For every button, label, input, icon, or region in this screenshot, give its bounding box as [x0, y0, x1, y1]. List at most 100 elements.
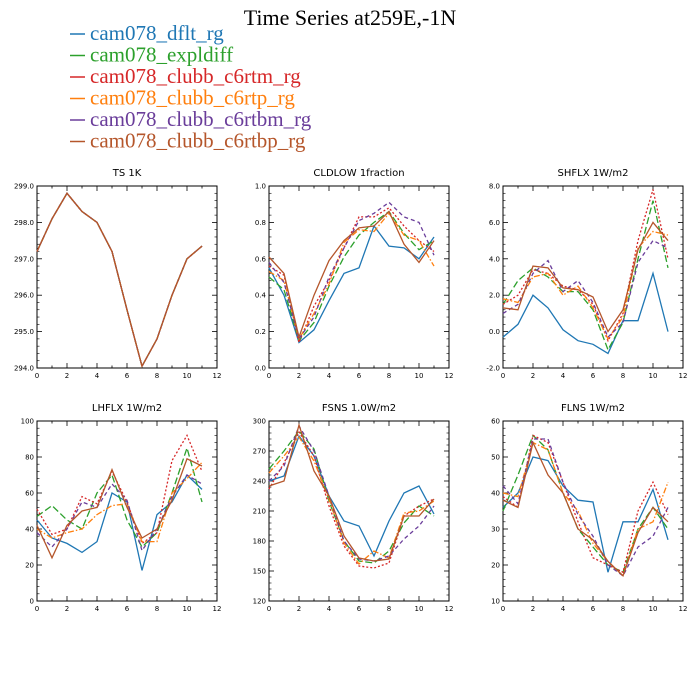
x-tick-label: 0 [35, 372, 39, 380]
x-tick-label: 2 [65, 372, 69, 380]
chart-panels: TS 1K 0 2 4 6 8 10 12 294.0 295.0 296.0 297.0 298.0 2… [14, 168, 688, 613]
x-tick-label: 6 [357, 605, 362, 613]
y-tick-label: 297.0 [14, 255, 34, 263]
y-tick-label: 20 [25, 562, 34, 570]
series-line-cam078_clubb_c6rtp_rg [36, 461, 203, 543]
y-tick-label: 240 [253, 478, 266, 486]
series-line-cam078_clubb_c6rtm_rg [36, 433, 203, 545]
series-line-cam078_clubb_c6rtbp_rg [502, 221, 669, 333]
x-tick-label: 0 [501, 372, 505, 380]
y-tick-label: 10 [491, 598, 500, 606]
y-tick-label: 30 [491, 526, 500, 534]
x-tick-label: 8 [621, 372, 625, 380]
legend-item: cam078_expldiff [70, 43, 233, 67]
chart-panel: FSNS 1.0W/m2 0 2 4 6 8 10 12 120 150 180 210 240 270 3… [253, 403, 454, 613]
legend-label: cam078_clubb_c6rtbp_rg [90, 129, 306, 153]
y-tick-label: 60 [491, 418, 500, 426]
y-tick-label: 20 [491, 562, 500, 570]
series-line-cam078_clubb_c6rtm_rg [268, 430, 435, 569]
series-line-cam078_expldiff [36, 445, 203, 549]
chart-panel: FLNS 1W/m2 0 2 4 6 8 10 12 10 20 30 40 50 60 [491, 403, 687, 613]
x-tick-label: 10 [183, 372, 192, 380]
x-tick-label: 8 [621, 605, 625, 613]
y-tick-label: 150 [253, 568, 266, 576]
x-tick-label: 12 [445, 372, 454, 380]
y-tick-label: 295.0 [14, 328, 34, 336]
y-tick-label: 100 [21, 418, 34, 426]
panel-title: FSNS 1.0W/m2 [322, 403, 396, 414]
x-tick-label: 4 [561, 605, 566, 613]
x-tick-label: 12 [445, 605, 454, 613]
series-line-cam078_clubb_c6rtbp_rg [36, 192, 203, 368]
y-tick-label: 120 [253, 598, 266, 606]
y-tick-label: 294.0 [14, 365, 34, 373]
series-line-cam078_clubb_c6rtbm_rg [268, 201, 435, 341]
y-tick-label: 210 [253, 508, 266, 516]
x-tick-label: 10 [415, 605, 424, 613]
y-tick-label: 8.0 [489, 183, 500, 191]
x-tick-label: 2 [297, 372, 301, 380]
legend-item: cam078_clubb_c6rtm_rg [70, 64, 301, 88]
x-tick-label: 4 [95, 605, 100, 613]
y-tick-label: 6.0 [489, 219, 500, 227]
legend-item: cam078_dflt_rg [70, 21, 224, 45]
x-tick-label: 2 [531, 605, 535, 613]
y-tick-label: 2.0 [489, 292, 500, 300]
legend-label: cam078_clubb_c6rtm_rg [90, 64, 301, 88]
y-tick-label: 299.0 [14, 183, 34, 191]
plot-frame [502, 185, 684, 369]
x-tick-label: 8 [387, 372, 391, 380]
x-tick-label: 8 [155, 605, 159, 613]
chart-panel: SHFLX 1W/m2 0 2 4 6 8 10 12 -2.0 0.0 2.0 4.0 6.0 8.0 [486, 168, 687, 380]
x-tick-label: 4 [327, 605, 332, 613]
x-tick-label: 12 [213, 372, 222, 380]
x-tick-label: 6 [357, 372, 362, 380]
plot-frame [268, 185, 450, 369]
x-tick-label: 6 [125, 372, 130, 380]
x-tick-label: 10 [649, 372, 658, 380]
x-tick-label: 12 [679, 372, 688, 380]
x-tick-label: 4 [327, 372, 332, 380]
series-line-cam078_clubb_c6rtbp_rg [502, 440, 669, 577]
series-line-cam078_clubb_c6rtbm_rg [502, 438, 669, 577]
x-tick-label: 2 [297, 605, 301, 613]
legend-label: cam078_clubb_c6rtp_rg [90, 86, 295, 110]
chart-panel: CLDLOW 1fraction 0 2 4 6 8 10 12 0.0 0.2 0.4 0.6 0.8… [255, 168, 454, 380]
y-tick-label: 0.4 [255, 292, 267, 300]
plot-frame [268, 420, 450, 602]
y-tick-label: 180 [253, 538, 266, 546]
series-line-cam078_clubb_c6rtbp_rg [36, 457, 203, 560]
y-tick-label: 0.0 [255, 365, 266, 373]
y-tick-label: 50 [491, 454, 500, 462]
x-tick-label: 12 [679, 605, 688, 613]
series-line-cam078_expldiff [502, 200, 669, 352]
plot-frame [36, 185, 218, 369]
legend-label: cam078_clubb_c6rtbm_rg [90, 107, 312, 131]
y-tick-label: 80 [25, 454, 34, 462]
y-tick-label: 300 [253, 418, 266, 426]
series-line-cam078_clubb_c6rtp_rg [268, 435, 435, 565]
x-tick-label: 2 [65, 605, 69, 613]
series-line-cam078_dflt_rg [268, 434, 435, 558]
panel-title: TS 1K [112, 168, 142, 179]
panel-title: FLNS 1W/m2 [561, 403, 625, 414]
y-tick-label: 0.6 [255, 255, 267, 263]
panel-title: LHFLX 1W/m2 [92, 403, 162, 414]
x-tick-label: 6 [125, 605, 130, 613]
panel-title: CLDLOW 1fraction [313, 168, 404, 179]
y-tick-label: 60 [25, 490, 34, 498]
legend-item: cam078_clubb_c6rtbp_rg [70, 129, 306, 153]
series-line-cam078_clubb_c6rtm_rg [502, 434, 669, 574]
series-line-cam078_expldiff [268, 210, 435, 343]
x-tick-label: 0 [35, 605, 39, 613]
x-tick-label: 0 [501, 605, 505, 613]
y-tick-label: 40 [25, 526, 34, 534]
plot-frame [36, 420, 218, 602]
chart-panel: TS 1K 0 2 4 6 8 10 12 294.0 295.0 296.0 297.0 298.0 2… [14, 168, 222, 380]
y-tick-label: 40 [491, 490, 500, 498]
y-tick-label: 298.0 [14, 219, 34, 227]
x-tick-label: 6 [591, 372, 596, 380]
x-tick-label: 10 [415, 372, 424, 380]
legend-item: cam078_clubb_c6rtbm_rg [70, 107, 312, 131]
